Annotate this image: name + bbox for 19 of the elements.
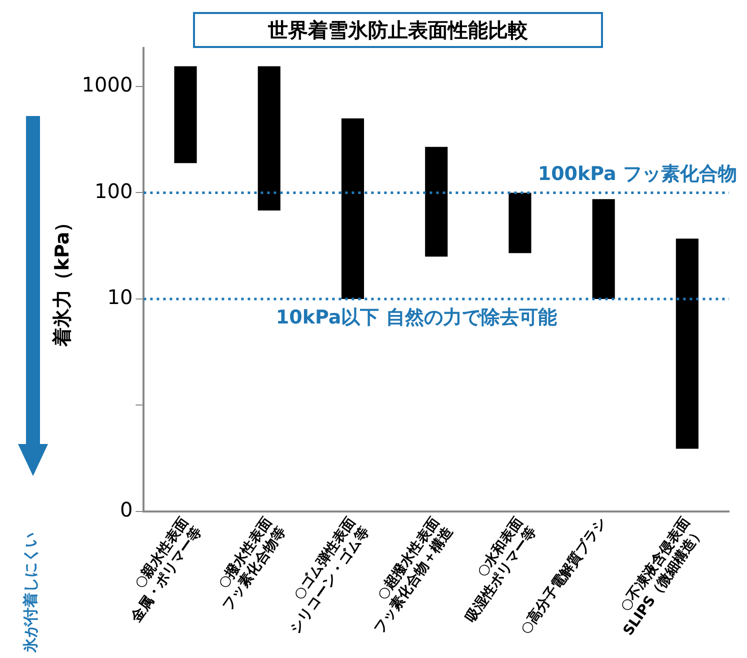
y-tick-label: 0 xyxy=(120,498,133,522)
y-axis-title: 着氷力（kPa） xyxy=(51,212,74,348)
bar xyxy=(174,66,197,164)
x-tick-label: ○撥水性表面 フッ素化合物等 xyxy=(215,514,290,614)
y-tick-label: 10 xyxy=(107,285,133,310)
bar xyxy=(341,118,364,299)
ref-line-label: 10kPa以下 自然の力で除去可能 xyxy=(276,306,557,328)
text: 氷が付着しにくい xyxy=(22,532,40,652)
y-tick-label: 1000 xyxy=(82,72,133,97)
ref-line-label: 100kPa フッ素化合物 xyxy=(538,163,737,186)
chart-title: 世界着雪氷防止表面性能比較 xyxy=(193,12,603,48)
x-tick-label: ○ゴム弾性表面 シリコーン・ゴム等 xyxy=(287,514,373,637)
bar xyxy=(676,238,698,449)
bar xyxy=(508,192,532,254)
bar xyxy=(592,199,615,299)
bar xyxy=(425,146,448,257)
bar xyxy=(258,66,280,211)
x-tick-label: ○超撥水性表面 フッ素化合物＋構造 xyxy=(370,514,457,637)
y-tick-label: 100 xyxy=(94,178,133,203)
